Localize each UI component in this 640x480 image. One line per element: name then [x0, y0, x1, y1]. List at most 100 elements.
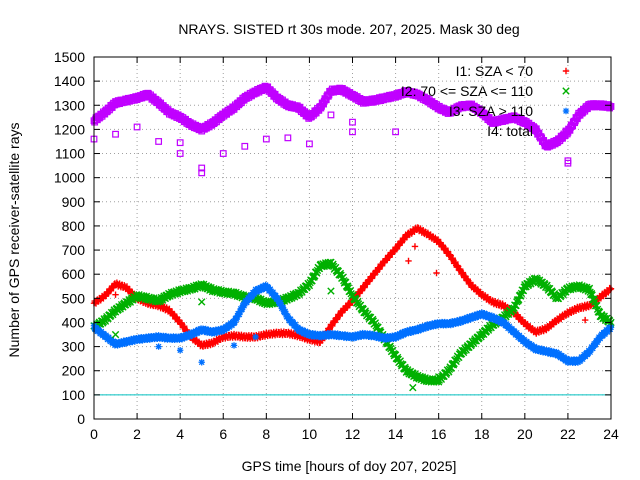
outlier-point [581, 316, 589, 324]
data-point [224, 324, 231, 332]
outlier-point [349, 118, 356, 126]
outlier-point [133, 336, 141, 343]
series-2 [90, 258, 615, 386]
outlier-point [219, 150, 227, 157]
data-point [475, 313, 482, 320]
outlier-point [112, 130, 119, 138]
data-point [236, 311, 243, 318]
outlier-point [411, 243, 419, 250]
x-axis-label: GPS time [hours of doy 207, 2025] [242, 458, 457, 474]
x-axis-ticks: 0 2 4 6 8 10 12 14 16 18 20 22 24 [90, 57, 619, 442]
data-point [607, 326, 614, 333]
y-tick-label: 500 [62, 290, 86, 306]
data-point [509, 306, 518, 314]
outlier-point [327, 111, 335, 119]
outlier-point [284, 134, 292, 142]
data-point [586, 348, 594, 356]
y-tick-label: 400 [62, 314, 86, 330]
outlier-point [306, 140, 313, 148]
outlier-point [230, 342, 238, 349]
outlier-point [349, 128, 356, 136]
data-point [279, 304, 287, 312]
data-point [425, 324, 432, 331]
legend-label: I3: SZA > 110 [449, 103, 533, 119]
legend-label: I1: SZA < 70 [456, 63, 534, 79]
y-tick-label: 600 [62, 266, 86, 282]
y-tick-label: 700 [62, 242, 86, 258]
data-point [511, 328, 518, 336]
legend-marker [562, 107, 570, 115]
data-point [240, 302, 248, 309]
outlier-point [241, 142, 249, 150]
y-tick-label: 1500 [54, 49, 85, 65]
y-tick-label: 300 [62, 339, 86, 355]
x-tick-label: 14 [388, 426, 404, 442]
series-3 [90, 281, 615, 366]
data-point [579, 355, 586, 363]
data-point [467, 315, 475, 323]
x-tick-label: 20 [517, 426, 533, 442]
outlier-point [198, 169, 206, 177]
y-tick-label: 100 [62, 387, 86, 403]
x-tick-label: 24 [603, 426, 619, 442]
x-tick-label: 12 [345, 426, 361, 442]
data-point [450, 321, 457, 328]
data-point [506, 323, 513, 330]
legend-marker [562, 67, 570, 75]
x-tick-label: 8 [262, 426, 270, 442]
legend-marker [562, 87, 570, 95]
outlier-point [198, 164, 206, 172]
outlier-point [405, 257, 412, 265]
data-point [574, 359, 582, 366]
outlier-point [155, 138, 163, 145]
outlier-points [90, 111, 589, 392]
y-tick-label: 0 [77, 411, 85, 427]
data-point [274, 294, 281, 302]
outlier-point [262, 135, 270, 143]
plot-marks [90, 82, 615, 392]
x-tick-label: 0 [90, 426, 98, 442]
legend-marker [562, 127, 570, 135]
outlier-point [252, 333, 259, 341]
outlier-point [176, 139, 184, 147]
data-point [541, 346, 548, 353]
data-point [292, 321, 299, 328]
data-point [93, 325, 100, 332]
legend: I1: SZA < 70 I2: 70 <= SZA <= 110 I3: SZA … [401, 63, 570, 139]
data-point [513, 329, 520, 337]
data-point [281, 308, 289, 315]
legend-label: I2: 70 <= SZA <= 110 [401, 83, 533, 99]
y-tick-label: 1200 [54, 121, 85, 137]
data-point [95, 326, 102, 333]
x-tick-label: 16 [431, 426, 447, 442]
outlier-point [564, 157, 572, 165]
legend-label: I4: total [487, 123, 533, 139]
y-tick-label: 1100 [55, 146, 85, 162]
data-point [238, 306, 246, 313]
y-tick-label: 1000 [54, 170, 85, 186]
outlier-point [198, 298, 206, 306]
outlier-point [327, 287, 335, 295]
x-tick-label: 4 [176, 426, 184, 442]
data-point [251, 291, 258, 298]
x-tick-label: 6 [219, 426, 227, 442]
outlier-point [434, 373, 443, 381]
y-tick-label: 900 [62, 194, 86, 210]
data-point [548, 347, 555, 355]
x-tick-label: 2 [133, 426, 141, 442]
data-point [243, 299, 251, 306]
data-point [146, 336, 154, 343]
data-point [181, 334, 189, 342]
data-point [417, 326, 425, 334]
data-point [589, 345, 597, 352]
data-point [452, 357, 460, 366]
data-point [386, 342, 394, 350]
data-point [483, 311, 491, 318]
outlier-point [392, 128, 399, 136]
data-point [376, 332, 384, 339]
chart-title: NRAYS. SISTED rt 30s mode. 207, 2025. Ma… [178, 21, 519, 37]
outlier-point [133, 123, 141, 131]
x-tick-label: 10 [302, 426, 318, 442]
data-point [269, 288, 277, 296]
